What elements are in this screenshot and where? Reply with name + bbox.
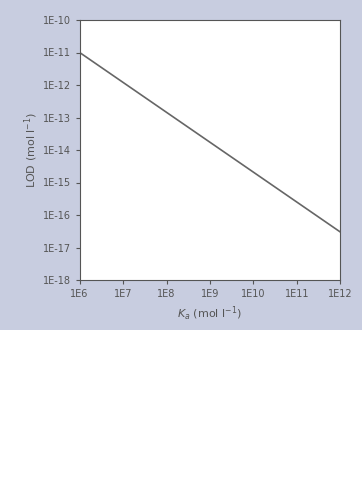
- X-axis label: $K_{a}$ (mol l$^{-1}$): $K_{a}$ (mol l$^{-1}$): [177, 304, 243, 323]
- Y-axis label: LOD (mol l$^{-1}$): LOD (mol l$^{-1}$): [22, 112, 40, 188]
